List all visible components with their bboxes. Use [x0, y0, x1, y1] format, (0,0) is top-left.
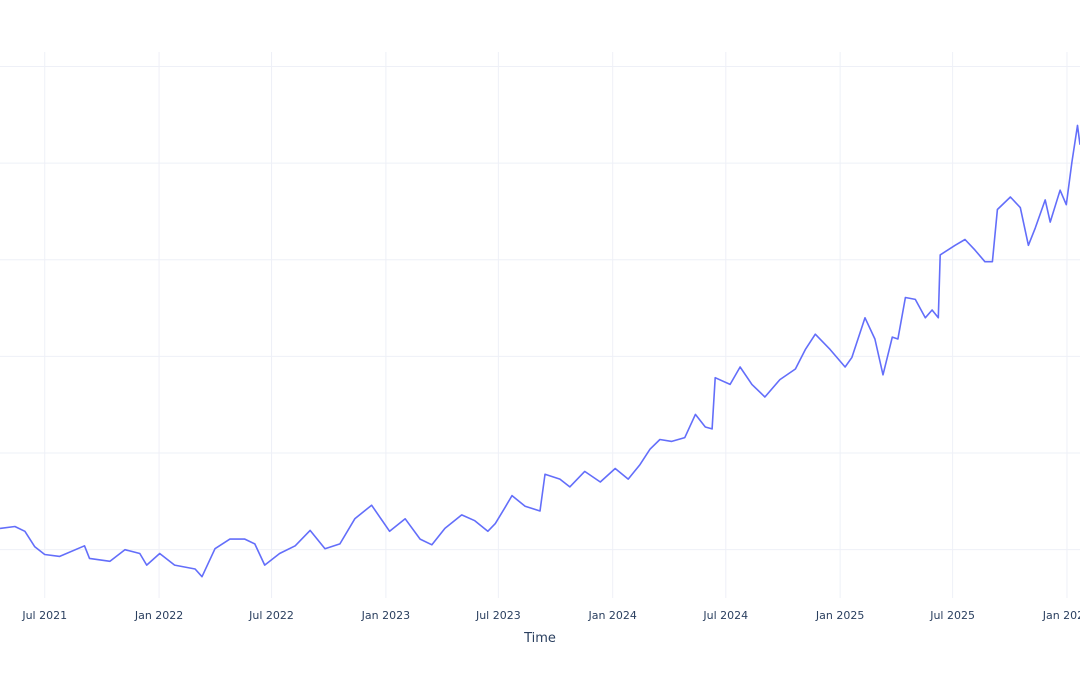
x-tick-label: Jul 2024	[702, 609, 748, 622]
x-tick-label: Jul 2025	[929, 609, 975, 622]
x-tick-label: Jul 2021	[21, 609, 67, 622]
x-axis-ticks: Jul 2021 Jan 2022 Jul 2022 Jan 2023 Jul 2023…	[21, 609, 1080, 622]
x-tick-label: Jan 2026	[1042, 609, 1080, 622]
x-axis-title: Time	[523, 631, 556, 646]
series-line	[0, 124, 1080, 578]
x-tick-label: Jan 2023	[361, 609, 410, 622]
gridlines	[0, 52, 1080, 598]
x-tick-label: Jan 2022	[134, 609, 183, 622]
x-tick-label: Jan 2025	[815, 609, 864, 622]
x-tick-label: Jul 2022	[248, 609, 294, 622]
x-tick-label: Jul 2023	[475, 609, 521, 622]
x-tick-label: Jan 2024	[587, 609, 636, 622]
